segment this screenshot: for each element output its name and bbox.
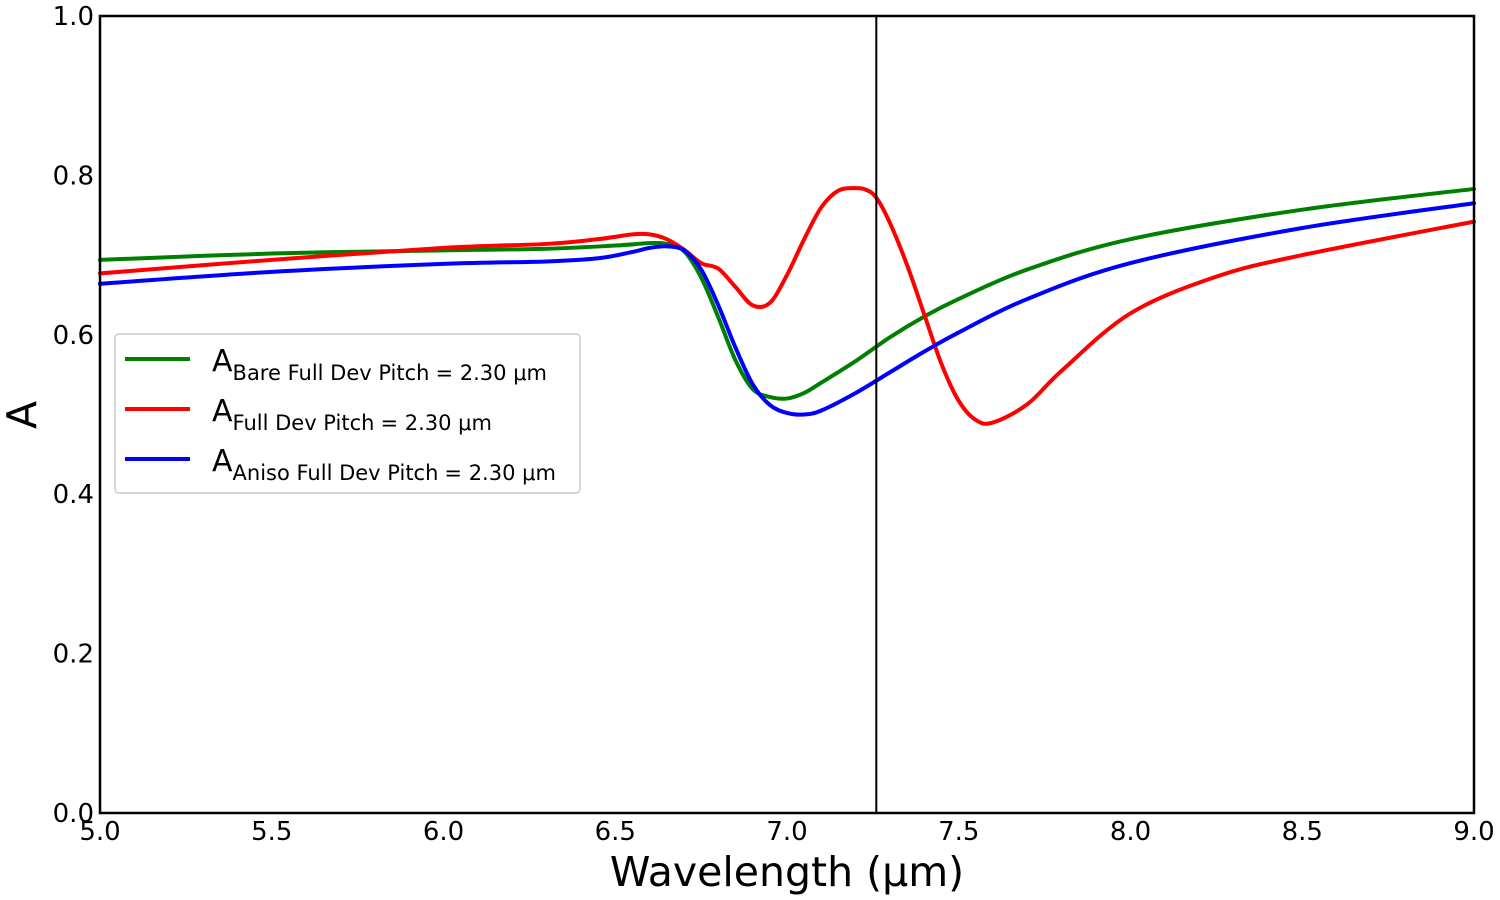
- legend-box: [114, 333, 581, 494]
- x-axis-ticks: 5.0 5.5 6.0 6.5 7.0 7.5 8.0 8.5 9.0: [79, 817, 1494, 847]
- y-axis-label: A: [0, 401, 46, 429]
- y-tick-label: 0.0: [53, 799, 94, 829]
- y-tick-label: 0.2: [53, 640, 94, 670]
- y-tick-label: 1.0: [53, 2, 94, 32]
- x-tick-label: 7.5: [938, 817, 979, 847]
- legend: ABare Full Dev Pitch = 2.30 μm AFull Dev P…: [114, 333, 581, 494]
- series-layer: [98, 186, 1476, 426]
- series-line-2: [98, 186, 1476, 426]
- x-tick-label: 8.0: [1110, 817, 1151, 847]
- legend-label-3: AAniso Full Dev Pitch = 2.30 μm: [212, 444, 556, 485]
- legend-label-1: ABare Full Dev Pitch = 2.30 μm: [212, 344, 547, 385]
- series-line-3: [98, 201, 1476, 417]
- y-axis-ticks: 0.0 0.2 0.4 0.6 0.8 1.0: [53, 2, 94, 829]
- y-tick-label: 0.6: [53, 321, 94, 351]
- y-tick-label: 0.8: [53, 161, 94, 191]
- x-tick-label: 9.0: [1453, 817, 1494, 847]
- plot-border: [98, 14, 1476, 815]
- y-tick-label: 0.4: [53, 480, 94, 510]
- x-tick-label: 5.5: [251, 817, 292, 847]
- legend-label-2: AFull Dev Pitch = 2.30 μm: [212, 394, 492, 435]
- x-tick-label: 5.0: [79, 817, 120, 847]
- x-axis-label: Wavelength (μm): [610, 848, 964, 896]
- x-tick-label: 6.5: [595, 817, 636, 847]
- x-tick-label: 8.5: [1282, 817, 1323, 847]
- x-tick-label: 7.0: [766, 817, 807, 847]
- x-tick-label: 6.0: [423, 817, 464, 847]
